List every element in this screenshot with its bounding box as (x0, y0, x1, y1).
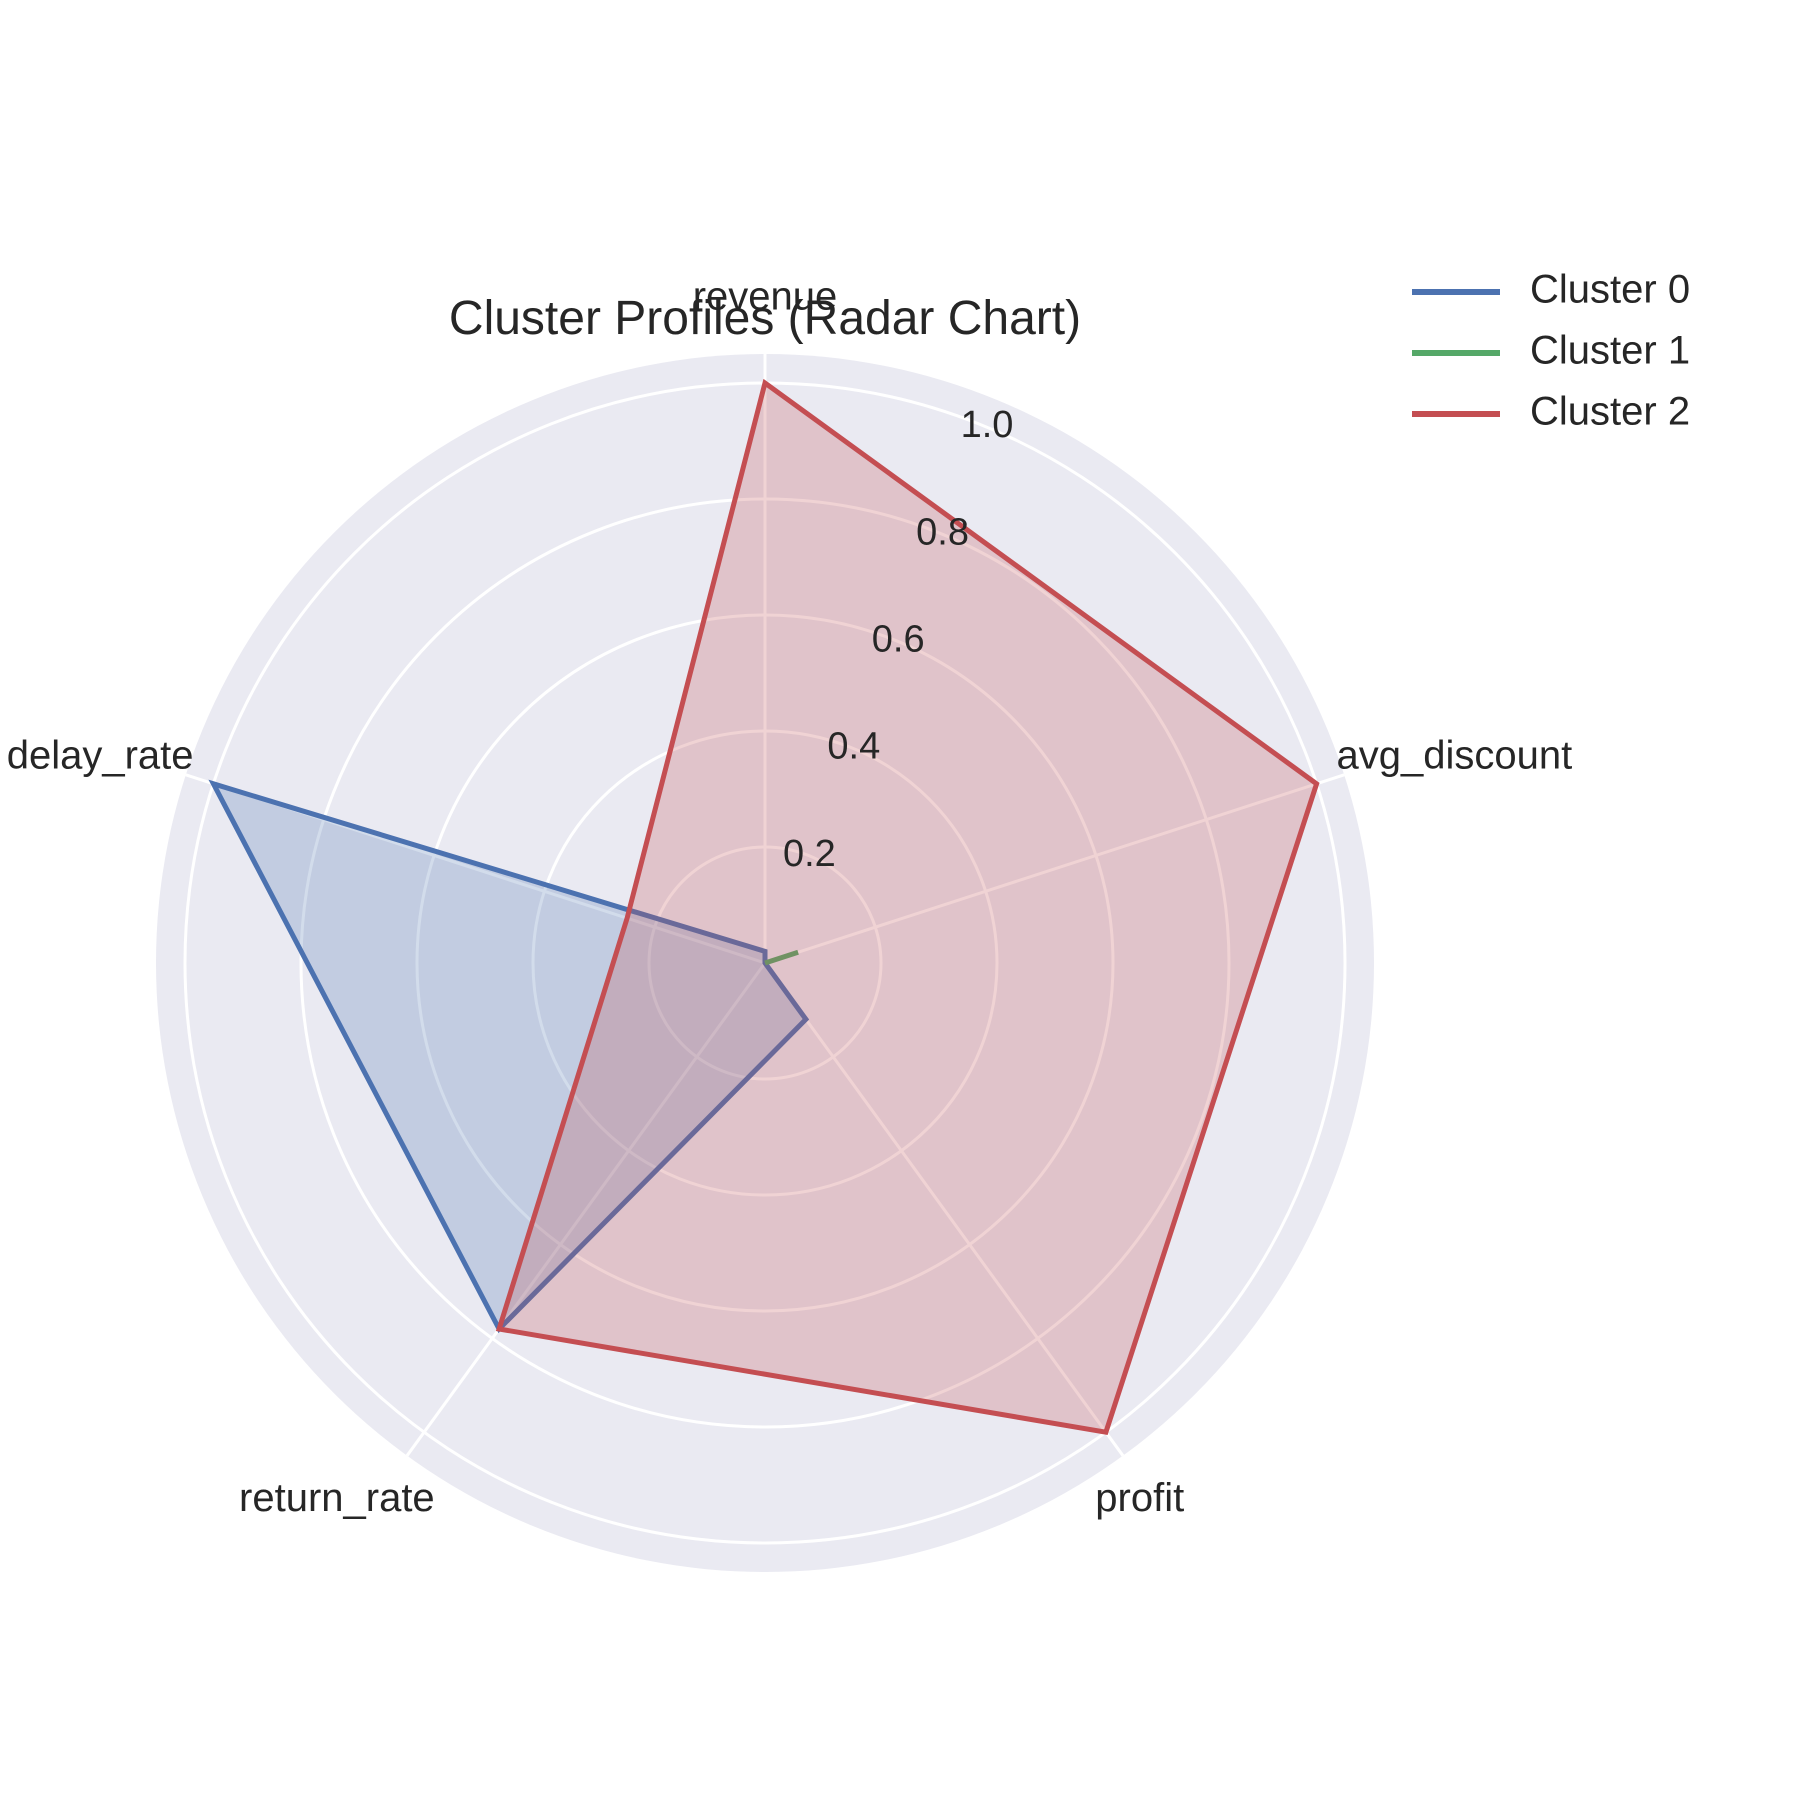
cluster-2-area (499, 383, 1317, 1433)
radial-tick-label: 1.0 (961, 404, 1014, 446)
legend-label-cluster-0: Cluster 0 (1530, 268, 1690, 312)
radial-tick-label: 0.2 (783, 833, 836, 875)
axis-label-return_rate: return_rate (239, 1476, 435, 1520)
cluster-2-line (495, 378, 1320, 1436)
series-layer (208, 378, 1320, 1436)
axis-label-revenue: revenue (693, 275, 838, 319)
radial-tick-label: 0.8 (916, 511, 969, 553)
chart-title: Cluster Profiles (Radar Chart) (449, 292, 1081, 345)
radial-tick-layer: 0.2 0.4 0.6 0.8 1.0 (783, 404, 1013, 875)
spoke-return_rate (405, 962, 767, 1457)
legend: Cluster 0 Cluster 1 Cluster 2 (1412, 268, 1690, 434)
cluster-1-line (764, 949, 799, 966)
spoke-profit (763, 962, 1125, 1457)
axis-label-avg_discount: avg_discount (1337, 733, 1573, 777)
grid-layer (183, 354, 1347, 1545)
legend-label-cluster-1: Cluster 1 (1530, 329, 1690, 373)
axis-label-delay_rate: delay_rate (7, 733, 194, 777)
radial-tick-label: 0.6 (872, 619, 925, 661)
legend-label-cluster-2: Cluster 2 (1530, 390, 1690, 434)
radial-tick-label: 0.4 (827, 726, 880, 768)
axis-label-profit: profit (1095, 1476, 1184, 1520)
spoke-avg_discount (764, 773, 1345, 965)
